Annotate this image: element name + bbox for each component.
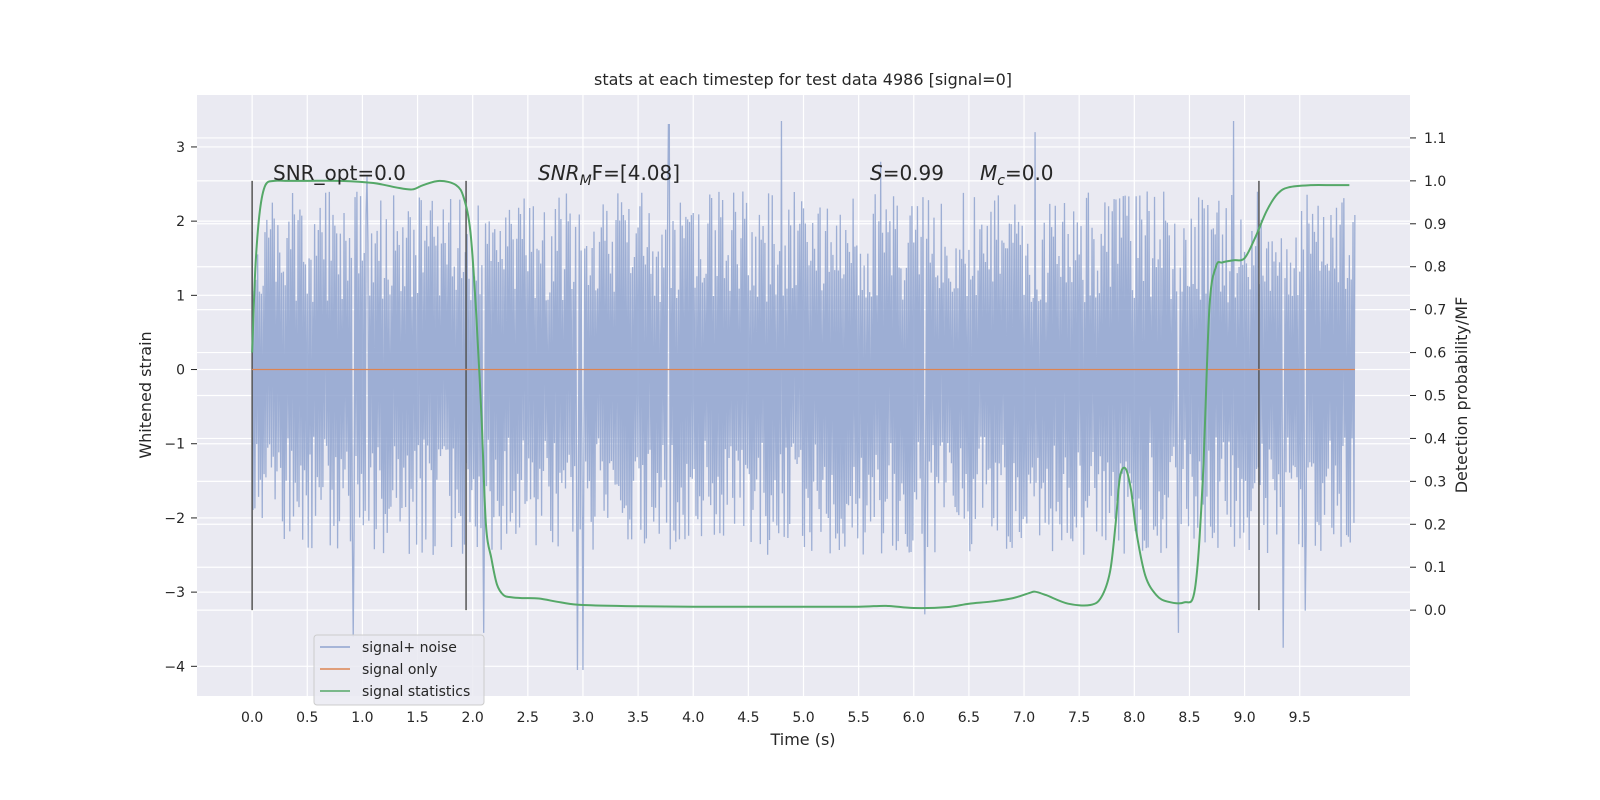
- x-tick-label: 9.0: [1233, 710, 1255, 726]
- y-tick-label: −3: [164, 585, 185, 601]
- y-tick-label: 3: [176, 140, 185, 156]
- chart-title: stats at each timestep for test data 498…: [594, 70, 1012, 89]
- x-tick-label: 7.0: [1013, 710, 1035, 726]
- series-signal-noise: [251, 120, 1356, 671]
- x-tick-label: 0.0: [241, 710, 263, 726]
- legend-label-signal-only: signal only: [362, 662, 437, 678]
- x-axis-ticks: 0.0 0.5 1.0 1.5 2.0 2.5 3.0 3.5 4.0 4.5 5.0 5.5 6.0 6…: [241, 710, 1311, 726]
- annotation-snr-mf-main: SNR: [538, 161, 580, 185]
- x-tick-label: 1.0: [351, 710, 373, 726]
- x-tick-label: 5.5: [848, 710, 870, 726]
- y-axis-right-ticks: 1.1 1.0 0.9 0.8 0.7 0.6 0.5 0.4 0.3 0.2 0.1 0.0: [1410, 131, 1446, 619]
- annotation-s: S=0.99: [870, 161, 944, 185]
- y-axis-ticks: 3 2 1 0 −1 −2 −3 −4: [164, 140, 197, 675]
- annotations: SNR_opt=0.0 SNRMF=[4.08] S=0.99 Mc=0.0: [273, 161, 1054, 189]
- annotation-snr-opt: SNR_opt=0.0: [273, 161, 406, 185]
- legend-label-signal-noise: signal+ noise: [362, 640, 457, 656]
- y-right-tick-label: 0.5: [1424, 389, 1446, 405]
- y-right-tick-label: 0.8: [1424, 260, 1446, 276]
- y-right-tick-label: 0.3: [1424, 474, 1446, 490]
- y-right-tick-label: 1.0: [1424, 174, 1446, 190]
- x-tick-label: 6.0: [903, 710, 925, 726]
- x-tick-label: 9.5: [1289, 710, 1311, 726]
- annotation-s-main: S: [870, 161, 883, 185]
- x-tick-label: 7.5: [1068, 710, 1090, 726]
- y-tick-label: −2: [164, 511, 185, 527]
- x-tick-label: 4.5: [737, 710, 759, 726]
- y-right-tick-label: 0.2: [1424, 517, 1446, 533]
- annotation-mc-main: M: [980, 161, 997, 185]
- annotation-mc-sub: c: [997, 173, 1005, 189]
- legend: signal+ noise signal only signal statist…: [313, 634, 485, 706]
- y-right-tick-label: 0.7: [1424, 303, 1446, 319]
- vertical-markers: [251, 180, 1260, 611]
- annotation-snr-mf-sub: M: [580, 173, 592, 189]
- x-tick-label: 8.5: [1178, 710, 1200, 726]
- legend-label-signal-statistics: signal statistics: [362, 684, 470, 700]
- x-tick-label: 4.0: [682, 710, 704, 726]
- y-right-tick-label: 0.9: [1424, 217, 1446, 233]
- y-tick-label: −4: [164, 659, 185, 675]
- series-line-signal-noise: [251, 120, 1356, 671]
- x-tick-label: 2.5: [517, 710, 539, 726]
- x-tick-label: 8.0: [1123, 710, 1145, 726]
- annotation-s-rest: =0.99: [883, 161, 944, 185]
- x-tick-label: 6.5: [958, 710, 980, 726]
- annotation-mc: Mc=0.0: [980, 161, 1054, 189]
- x-tick-label: 0.5: [296, 710, 318, 726]
- x-tick-label: 3.0: [572, 710, 594, 726]
- series-signal-statistics: [251, 179, 1350, 610]
- y-right-tick-label: 0.4: [1424, 431, 1446, 447]
- x-tick-label: 2.0: [462, 710, 484, 726]
- y-right-tick-label: 0.1: [1424, 560, 1446, 576]
- annotation-mc-rest: =0.0: [1005, 161, 1054, 185]
- annotation-snr-mf-rest: F=[4.08]: [592, 161, 680, 185]
- y-right-tick-label: 0.6: [1424, 346, 1446, 362]
- annotation-snr-mf: SNRMF=[4.08]: [538, 161, 680, 189]
- y-right-tick-label: 1.1: [1424, 131, 1446, 147]
- series-line-signal-statistics: [251, 179, 1350, 610]
- y-tick-label: −1: [164, 437, 185, 453]
- y-axis-right-label: Detection probability/MF: [1452, 297, 1471, 494]
- y-tick-label: 0: [176, 363, 185, 379]
- legend-box: [313, 634, 485, 706]
- y-tick-label: 2: [176, 214, 185, 230]
- y-axis-label: Whitened strain: [136, 331, 155, 458]
- x-tick-label: 3.5: [627, 710, 649, 726]
- x-tick-label: 1.5: [406, 710, 428, 726]
- x-tick-label: 5.0: [792, 710, 814, 726]
- y-right-tick-label: 0.0: [1424, 603, 1446, 619]
- y-tick-label: 1: [176, 288, 185, 304]
- x-axis-label: Time (s): [769, 730, 835, 749]
